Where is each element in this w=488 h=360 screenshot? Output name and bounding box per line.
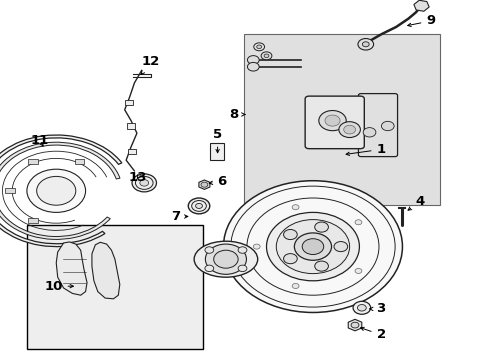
Circle shape: [343, 125, 355, 134]
Circle shape: [357, 39, 373, 50]
Text: 4: 4: [407, 195, 424, 210]
Polygon shape: [56, 242, 87, 295]
Text: 10: 10: [44, 280, 73, 293]
Circle shape: [247, 55, 259, 64]
Circle shape: [302, 239, 323, 255]
Circle shape: [314, 222, 328, 232]
Circle shape: [318, 111, 346, 131]
Text: 3: 3: [369, 302, 385, 315]
Text: 12: 12: [141, 55, 160, 75]
Circle shape: [325, 115, 339, 126]
Circle shape: [352, 301, 370, 314]
Circle shape: [253, 244, 260, 249]
Text: 7: 7: [170, 210, 187, 223]
Circle shape: [201, 182, 207, 187]
Bar: [124, 100, 132, 105]
Text: 13: 13: [128, 171, 147, 184]
Circle shape: [204, 247, 213, 253]
Circle shape: [205, 244, 246, 274]
Circle shape: [276, 220, 349, 274]
Circle shape: [363, 128, 375, 137]
Circle shape: [140, 180, 148, 186]
Bar: [210, 143, 224, 160]
Text: 8: 8: [229, 108, 244, 121]
Circle shape: [283, 229, 297, 239]
Circle shape: [314, 261, 328, 271]
Circle shape: [188, 198, 209, 214]
Circle shape: [362, 42, 368, 47]
Bar: [28, 218, 38, 223]
FancyBboxPatch shape: [305, 96, 364, 149]
Circle shape: [213, 250, 238, 268]
Circle shape: [238, 265, 246, 271]
Circle shape: [381, 121, 393, 131]
Circle shape: [247, 62, 259, 71]
Wedge shape: [0, 142, 120, 239]
Text: 5: 5: [213, 129, 222, 153]
Circle shape: [291, 283, 298, 288]
Circle shape: [357, 305, 366, 311]
Bar: [28, 159, 38, 164]
Bar: [5, 188, 15, 193]
Circle shape: [37, 176, 76, 205]
Text: 6: 6: [209, 175, 226, 188]
Circle shape: [291, 205, 298, 210]
Circle shape: [253, 43, 264, 51]
Circle shape: [204, 265, 213, 271]
Circle shape: [266, 212, 359, 281]
Circle shape: [195, 203, 202, 208]
Circle shape: [238, 247, 246, 253]
Bar: [27, 225, 203, 349]
Wedge shape: [0, 135, 122, 247]
Text: 2: 2: [360, 327, 385, 341]
Circle shape: [354, 220, 361, 225]
Circle shape: [350, 322, 358, 328]
Circle shape: [132, 174, 156, 192]
Circle shape: [223, 181, 402, 312]
Bar: [127, 123, 135, 129]
Bar: [75, 159, 84, 164]
FancyBboxPatch shape: [358, 94, 397, 157]
Circle shape: [256, 45, 261, 49]
Ellipse shape: [194, 241, 257, 277]
Circle shape: [354, 269, 361, 274]
Text: 9: 9: [407, 14, 435, 27]
Circle shape: [261, 52, 271, 60]
Text: 11: 11: [31, 134, 49, 147]
Text: 1: 1: [346, 143, 385, 156]
Circle shape: [27, 169, 85, 212]
Circle shape: [333, 242, 347, 252]
Circle shape: [283, 254, 297, 264]
Circle shape: [338, 122, 360, 138]
Circle shape: [264, 54, 268, 58]
Bar: [244, 34, 439, 205]
Circle shape: [294, 233, 331, 260]
Polygon shape: [92, 242, 120, 299]
Bar: [128, 149, 136, 154]
